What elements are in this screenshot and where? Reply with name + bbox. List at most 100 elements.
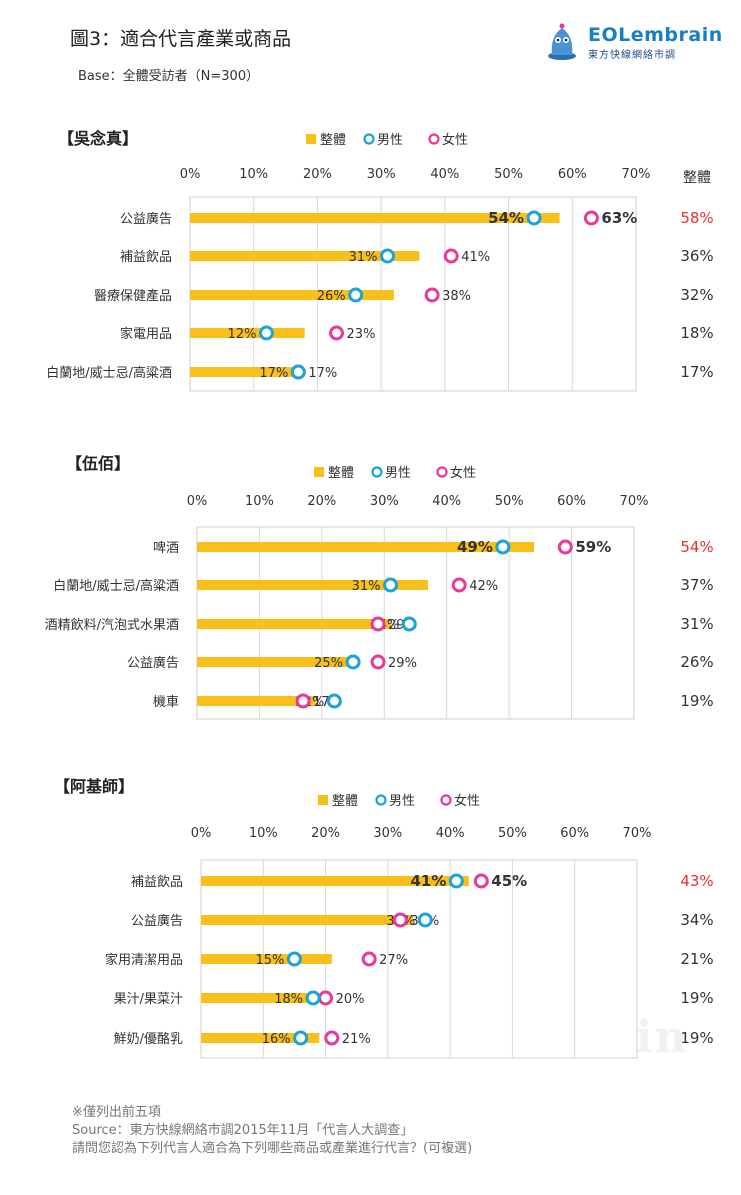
female-value-label: 17% <box>308 366 337 381</box>
x-tick-label: 40% <box>432 494 461 509</box>
base-note: Base：全體受訪者（N=300） <box>78 69 260 84</box>
total-bar <box>197 696 316 706</box>
legend-female-marker <box>440 794 452 806</box>
x-tick-label: 70% <box>622 167 651 182</box>
female-value-label: 42% <box>469 579 498 594</box>
total-value-label: 34% <box>680 911 713 929</box>
legend-total-swatch <box>306 134 316 144</box>
female-value-label: 45% <box>491 872 527 890</box>
x-tick-label: 30% <box>367 167 396 182</box>
male-value-label: 31% <box>349 250 378 265</box>
male-marker <box>495 539 511 555</box>
legend-male-label: 男性 <box>389 794 415 809</box>
male-marker <box>380 248 396 264</box>
legend-total-label: 整體 <box>332 794 358 809</box>
category-label: 果汁/果菜汁 <box>114 992 183 1007</box>
female-value-label: 21% <box>342 1032 371 1047</box>
male-marker <box>383 577 399 593</box>
total-bar <box>201 1033 320 1043</box>
total-value-label: 58% <box>680 209 713 227</box>
total-value-label: 17% <box>680 363 713 381</box>
female-marker <box>583 210 599 226</box>
legend-female-label: 女性 <box>442 132 468 148</box>
category-label: 機車 <box>153 695 179 710</box>
total-value-label: 18% <box>680 324 713 342</box>
total-value-label: 36% <box>680 247 713 265</box>
legend-total-swatch <box>318 795 328 805</box>
female-marker <box>370 654 386 670</box>
male-marker <box>305 990 321 1006</box>
male-marker <box>526 210 542 226</box>
charts-canvas: 【吳念真】 整體 男性 女性0% 10% 20% 30% 40% 50% 60% 70% 整體公益廣告… <box>45 129 714 1059</box>
x-tick-label: 40% <box>430 167 459 182</box>
category-label: 家用清潔用品 <box>105 952 183 968</box>
x-tick-label: 10% <box>239 167 268 182</box>
x-tick-label: 50% <box>498 826 527 841</box>
female-marker <box>318 990 334 1006</box>
female-value-label: 23% <box>347 327 376 342</box>
female-value-label: 41% <box>461 250 490 265</box>
total-value-label: 31% <box>680 615 713 633</box>
legend-female-marker <box>428 133 440 145</box>
male-value-label: 41% <box>410 872 446 890</box>
female-marker <box>424 287 440 303</box>
male-value-label: 16% <box>262 1032 291 1047</box>
figure-title: 圖3：適合代言產業或商品 <box>70 28 292 50</box>
logo-subtitle: 東方快線網絡市調 <box>588 50 676 61</box>
male-marker <box>348 287 364 303</box>
male-value-label: 31% <box>352 579 381 594</box>
x-tick-label: 60% <box>560 826 589 841</box>
x-tick-label: 60% <box>558 167 587 182</box>
eolembrain-logo: EOLembrain 東方快線網絡市調 <box>540 22 723 62</box>
total-value-label: 21% <box>680 950 713 968</box>
male-marker <box>401 616 417 632</box>
male-value-label: 18% <box>274 992 303 1007</box>
x-tick-label: 20% <box>311 826 340 841</box>
male-marker <box>448 873 464 889</box>
category-label: 醫療保健產品 <box>94 288 172 304</box>
category-label: 白蘭地/威士忌/高粱酒 <box>46 365 172 381</box>
total-bar <box>197 542 535 552</box>
female-marker <box>451 577 467 593</box>
total-value-label: 19% <box>680 989 713 1007</box>
logo-wordmark: EOLembrain <box>588 24 723 46</box>
female-value-label: 38% <box>442 289 471 304</box>
x-tick-label: 10% <box>249 826 278 841</box>
chart-title: 【伍佰】 <box>66 454 130 473</box>
male-value-label: 12% <box>228 327 257 342</box>
legend-male-marker <box>375 794 387 806</box>
male-marker <box>258 325 274 341</box>
total-value-label: 54% <box>680 538 713 556</box>
total-value-label: 26% <box>680 653 713 671</box>
x-tick-label: 20% <box>307 494 336 509</box>
legend-female-marker <box>436 466 448 478</box>
male-value-label: 54% <box>488 209 524 227</box>
female-marker <box>473 873 489 889</box>
female-value-label: 29% <box>388 656 417 671</box>
female-marker <box>324 1030 340 1046</box>
total-bar <box>201 915 413 925</box>
male-marker <box>417 912 433 928</box>
category-label: 家電用品 <box>120 326 172 342</box>
logo-mascot-icon <box>548 23 576 60</box>
legend-male-marker <box>363 133 375 145</box>
total-value-label: 37% <box>680 576 713 594</box>
total-value-label: 19% <box>680 692 713 710</box>
total-bar <box>190 367 299 377</box>
x-tick-label: 10% <box>245 494 274 509</box>
male-marker <box>286 951 302 967</box>
x-tick-label: 60% <box>557 494 586 509</box>
x-tick-label: 70% <box>620 494 649 509</box>
legend-male-marker <box>371 466 383 478</box>
male-value-label: 26% <box>317 289 346 304</box>
total-bar <box>201 993 320 1003</box>
category-label: 鮮奶/優酪乳 <box>114 1031 183 1047</box>
category-label: 啤酒 <box>153 541 179 556</box>
category-label: 公益廣告 <box>120 212 172 227</box>
x-tick-label: 0% <box>191 826 212 841</box>
female-marker <box>392 912 408 928</box>
legend-male-label: 男性 <box>385 466 411 481</box>
category-label: 公益廣告 <box>127 656 179 671</box>
total-bar <box>197 580 428 590</box>
male-marker <box>345 654 361 670</box>
